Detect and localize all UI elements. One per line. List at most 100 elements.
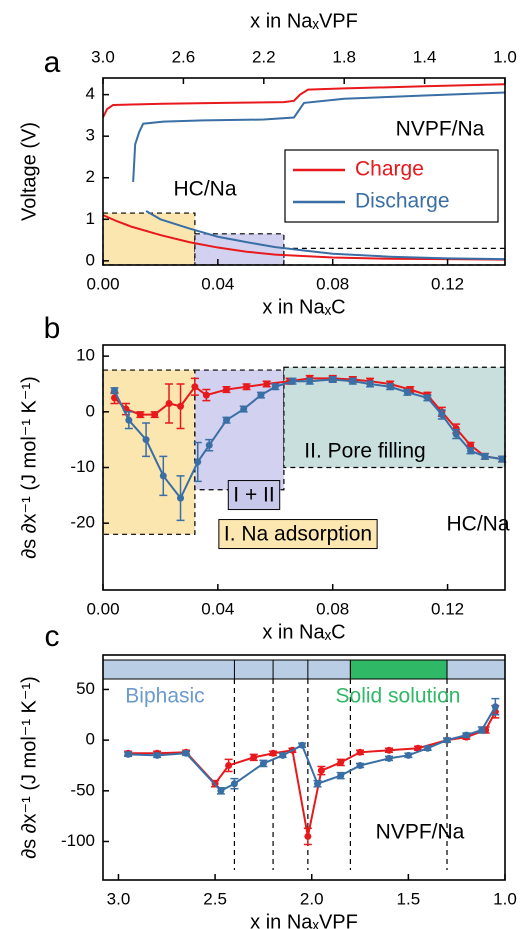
data-point xyxy=(452,430,460,438)
x2-tick-label: 2.2 xyxy=(252,47,276,66)
x-tick-label: 0.12 xyxy=(431,274,464,293)
annotation: HC/Na xyxy=(173,178,236,201)
x2-tick-label: 1.0 xyxy=(493,47,517,66)
data-point xyxy=(124,750,132,758)
y-tick-label: 1 xyxy=(86,209,95,228)
x-tick-label: 0.08 xyxy=(316,599,349,618)
data-point xyxy=(205,441,213,449)
x-axis-title: x in NaₓC xyxy=(262,621,345,643)
data-point xyxy=(462,731,470,739)
data-point xyxy=(414,744,422,752)
y-axis-title: Voltage (V) xyxy=(18,122,40,221)
y-tick-label: 0 xyxy=(86,401,95,420)
data-point xyxy=(136,411,144,419)
data-point xyxy=(317,767,325,775)
legend-label: Charge xyxy=(355,158,424,181)
data-point xyxy=(298,741,306,749)
data-point xyxy=(314,780,322,788)
data-point xyxy=(243,383,251,391)
series-line xyxy=(128,711,497,837)
y-tick-label: 50 xyxy=(76,679,95,698)
x-tick-label: 0.12 xyxy=(431,599,464,618)
x-tick-label: 0.04 xyxy=(201,274,234,293)
series-line xyxy=(102,214,506,261)
plot-frame xyxy=(102,77,506,266)
x2-axis-title: x in NaₓVPF xyxy=(250,10,358,32)
y-tick-label: -50 xyxy=(70,780,95,799)
data-point xyxy=(177,494,185,502)
series-line xyxy=(113,378,503,501)
data-point xyxy=(240,405,248,413)
data-point xyxy=(478,726,486,734)
data-point xyxy=(306,377,314,385)
panel-letter: c xyxy=(45,620,60,653)
x-tick-label: 0.04 xyxy=(201,599,234,618)
data-point xyxy=(151,411,159,419)
series-line xyxy=(145,210,506,261)
annotation: Solid solution xyxy=(336,685,461,708)
annotation: NVPF/Na xyxy=(396,118,485,141)
x-tick-label: 1.5 xyxy=(397,889,421,908)
annotation: Biphasic xyxy=(125,685,204,708)
data-point xyxy=(481,452,489,460)
x-tick-label: 2.0 xyxy=(300,889,324,908)
data-point xyxy=(386,383,394,391)
annotation: HC/Na xyxy=(446,513,509,536)
y-tick-label: 3 xyxy=(86,126,95,145)
y-tick-label: 2 xyxy=(86,167,95,186)
x2-tick-label: 1.8 xyxy=(332,47,356,66)
x-tick-label: 2.5 xyxy=(203,889,227,908)
data-point xyxy=(356,748,364,756)
y-tick-label: 0 xyxy=(86,250,95,269)
data-point xyxy=(271,383,279,391)
y-tick-label: -100 xyxy=(61,831,95,850)
panel-letter: a xyxy=(44,46,61,79)
y-tick-label: 0 xyxy=(86,730,95,749)
data-point xyxy=(423,394,431,402)
x-axis-title: x in NaₓVPF xyxy=(250,911,358,929)
y-tick-label: 4 xyxy=(86,84,95,103)
y-tick-label: -20 xyxy=(70,513,95,532)
data-point xyxy=(438,411,446,419)
data-point xyxy=(467,441,475,449)
x2-tick-label: 2.6 xyxy=(172,47,196,66)
y-axis-title: ∂s ∂x⁻¹ (J mol⁻¹ K⁻¹) xyxy=(18,376,40,559)
region xyxy=(194,233,285,266)
data-point xyxy=(153,751,161,759)
annotation: NVPF/Na xyxy=(376,821,465,844)
data-point xyxy=(337,758,345,766)
annotation-box xyxy=(227,480,281,511)
x-tick-label: 0.00 xyxy=(86,599,119,618)
data-point xyxy=(110,387,118,395)
data-point xyxy=(194,458,202,466)
series-line xyxy=(132,91,506,182)
legend-box xyxy=(284,149,499,223)
data-point xyxy=(191,383,199,391)
data-point xyxy=(222,386,230,394)
data-point xyxy=(217,787,225,795)
data-point xyxy=(125,416,133,424)
data-point xyxy=(159,472,167,480)
data-point xyxy=(225,761,233,769)
data-point xyxy=(177,402,185,410)
data-point xyxy=(356,761,364,769)
data-point xyxy=(259,759,267,767)
annotation: I + II xyxy=(233,484,274,507)
data-point xyxy=(257,391,265,399)
data-point xyxy=(366,380,374,388)
x-tick-label: 3.0 xyxy=(107,889,131,908)
data-point xyxy=(222,416,230,424)
x-axis-title: x in NaₓC xyxy=(262,296,345,318)
data-point xyxy=(289,377,297,385)
y-tick-label: 10 xyxy=(76,346,95,365)
series-line xyxy=(128,706,497,793)
annotation: II. Pore filling xyxy=(304,440,425,463)
y-tick-label: -10 xyxy=(70,457,95,476)
x-tick-label: 0.00 xyxy=(86,274,119,293)
data-point xyxy=(202,391,210,399)
data-point xyxy=(337,772,345,780)
x-tick-label: 1.0 xyxy=(493,889,517,908)
data-point xyxy=(250,753,258,761)
data-point xyxy=(349,377,357,385)
